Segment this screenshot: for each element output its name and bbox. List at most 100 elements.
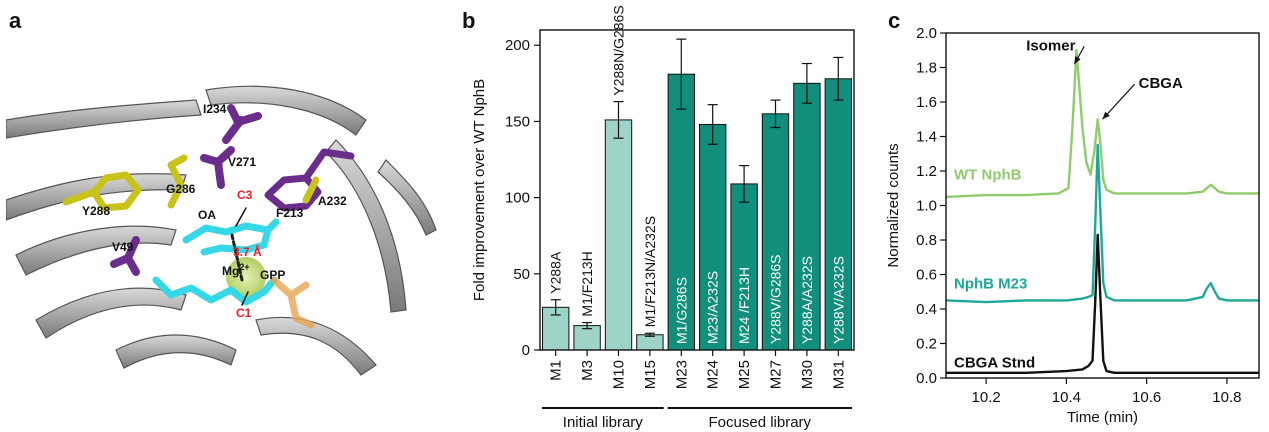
ligand-oa (182, 218, 280, 256)
mg-sphere (226, 257, 266, 297)
residue-f213 (264, 148, 355, 212)
label-f213: F213 (276, 206, 304, 220)
residue-g286 (167, 154, 188, 209)
x-tick-label: 10.8 (1212, 389, 1241, 406)
label-i234: I234 (203, 102, 227, 116)
bar-m31 (824, 78, 852, 351)
y-tick-label: 1.2 (916, 163, 937, 180)
x-tick-label: 10.6 (1132, 389, 1161, 406)
bar-label: Y288N/G286S (611, 5, 627, 95)
plot-frame (945, 32, 1260, 379)
y-tick-label: 1.0 (916, 198, 937, 215)
label-g286: G286 (166, 182, 196, 196)
y-tick-label: 200 (505, 37, 530, 54)
bar-label: M1/G286S (673, 277, 689, 344)
label-mg: Mg2+ (222, 262, 250, 278)
bar-chart-fold-improvement: 0 50 100 150 200 Y288A M1 M1/F213H M3 Y288N/G286S… (471, 5, 855, 431)
bar-m3 (573, 325, 601, 351)
label-v271: V271 (228, 155, 257, 169)
annotation-arrow (1102, 83, 1136, 120)
group-label: Initial library (563, 414, 644, 431)
bar-label: M24 /F213H (736, 267, 752, 344)
x-tick-label-m27: M27 (768, 360, 785, 389)
bar-m23 (667, 73, 695, 351)
label-gpp: GPP (260, 268, 286, 282)
y-tick-label: 50 (513, 266, 530, 283)
bar-label: M1/F213H (579, 251, 595, 316)
bar-label: M23/A232S (705, 271, 721, 344)
group-label: Focused library (709, 414, 812, 431)
protein-ribbon-backdrop (6, 85, 437, 376)
series-line-1 (945, 143, 1259, 304)
panel-c-letter: c (888, 8, 901, 33)
bar-label: Y288A/A232S (799, 256, 815, 344)
x-tick-label: 10.2 (972, 389, 1001, 406)
x-tick-label-m3: M3 (579, 360, 596, 381)
y-axis-label: Normalized counts (885, 143, 902, 267)
y-tick-label: 0.0 (916, 370, 937, 387)
y-tick-label: 0.6 (916, 267, 937, 284)
x-tick-label-m31: M31 (830, 360, 847, 389)
residue-a232 (302, 176, 320, 204)
bar-label: Y288A (548, 251, 564, 294)
annotation-isomer: Isomer (1026, 37, 1075, 54)
y-tick-label: 0 (522, 342, 530, 359)
residue-v271 (200, 146, 235, 189)
series-label-1: NphB M23 (954, 275, 1027, 292)
x-tick-label-m10: M10 (611, 360, 628, 389)
panel-b-letter: b (462, 8, 476, 33)
x-tick-label-m1: M1 (548, 360, 565, 381)
y-tick-label: 1.6 (916, 94, 937, 111)
residue-v49 (110, 236, 140, 276)
bar-label: M1/F213N/A232S (642, 216, 658, 327)
label-c3: C3 (237, 188, 253, 202)
x-axis-label: Time (min) (1067, 409, 1138, 426)
label-y288: Y288 (82, 204, 111, 218)
y-tick-label: 1.8 (916, 60, 937, 77)
c1-arrow (241, 291, 249, 306)
y-tick-label: 0.2 (916, 336, 937, 353)
series-line-0 (945, 49, 1259, 199)
label-a232: A232 (318, 194, 347, 208)
y-tick-label: 150 (505, 113, 530, 130)
bar-m24 (699, 123, 727, 351)
residue-y288 (62, 171, 142, 212)
y-tick-label: 0.8 (916, 232, 937, 249)
y-tick-label: 1.4 (916, 129, 937, 146)
label-c1: C1 (236, 306, 252, 320)
y-axis-label: Fold improvement over WT NphB (471, 79, 488, 301)
ligand-geranyl-chain (152, 276, 278, 306)
y-tick-label: 0.4 (916, 301, 937, 318)
distance-line (230, 233, 244, 282)
x-tick-label-m30: M30 (799, 360, 816, 389)
bar-m10 (604, 119, 633, 351)
series-line-2 (946, 233, 1259, 374)
panel-a-letter: a (9, 8, 22, 33)
bar-m25 (730, 183, 758, 351)
annotation-arrowhead (1074, 56, 1081, 65)
protein-structure-illustration (6, 85, 437, 376)
c3-arrow (235, 207, 247, 227)
bar-m15 (636, 334, 664, 351)
x-tick-label-m15: M15 (642, 360, 659, 389)
x-tick-label-m23: M23 (673, 360, 690, 389)
annotation-arrowhead (1102, 111, 1110, 120)
line-chart-normalized-counts: 0.0 0.2 0.4 0.6 0.8 1.0 1.2 1.4 1.6 1.8 2.0 10.2 10.… (885, 25, 1260, 426)
bar-label: Y288V/G286S (768, 254, 784, 344)
annotation-cbga: CBGA (1139, 75, 1183, 92)
residue-i234 (222, 104, 262, 144)
y-tick-label: 100 (505, 190, 530, 207)
series-label-0: WT NphB (954, 167, 1022, 184)
x-tick-label-m24: M24 (705, 360, 722, 389)
x-tick-label-m25: M25 (736, 360, 753, 389)
label-distance: 3.7 Å (233, 245, 262, 259)
plot-frame (539, 29, 855, 351)
label-v49: V49 (112, 240, 134, 254)
ligand-gpp-phosphate (270, 276, 315, 329)
label-oa: OA (198, 208, 216, 222)
x-tick-label: 10.4 (1052, 389, 1081, 406)
bar-label: Y288V/A232S (830, 256, 846, 344)
series-label-2: CBGA Stnd (954, 355, 1035, 372)
bar-m30 (793, 82, 821, 351)
bar-m27 (761, 113, 790, 351)
